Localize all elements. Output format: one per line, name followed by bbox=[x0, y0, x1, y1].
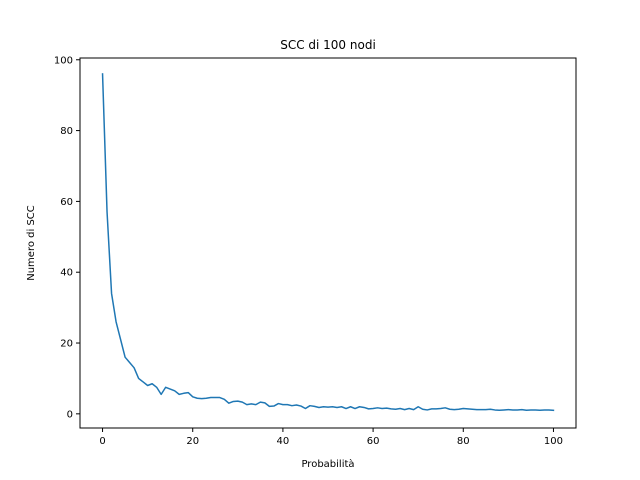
x-tick-label: 80 bbox=[457, 436, 470, 447]
y-tick-label: 0 bbox=[67, 409, 73, 420]
x-tick-label: 0 bbox=[99, 436, 105, 447]
y-tick-label: 20 bbox=[60, 339, 73, 350]
plot-area bbox=[80, 58, 576, 428]
plot-frame bbox=[79, 57, 577, 429]
y-tick-label: 80 bbox=[60, 126, 73, 137]
x-tick-label: 20 bbox=[186, 436, 199, 447]
series-layer bbox=[101, 73, 555, 412]
x-axis-ticks: 0 20 40 60 80 100 bbox=[99, 428, 563, 447]
y-axis-ticks: 0 20 40 60 80 100 bbox=[54, 55, 80, 420]
chart-title: SCC di 100 nodi bbox=[280, 38, 376, 52]
y-tick-label: 100 bbox=[54, 55, 73, 66]
x-tick-label: 40 bbox=[277, 436, 290, 447]
y-axis-label: Numero di SCC bbox=[26, 205, 37, 281]
y-tick-label: 40 bbox=[60, 268, 73, 279]
x-tick-label: 60 bbox=[367, 436, 380, 447]
y-tick-label: 60 bbox=[60, 197, 73, 208]
x-axis-label: Probabilità bbox=[301, 458, 354, 470]
series-line bbox=[101, 73, 555, 412]
x-tick-label: 100 bbox=[544, 436, 563, 447]
